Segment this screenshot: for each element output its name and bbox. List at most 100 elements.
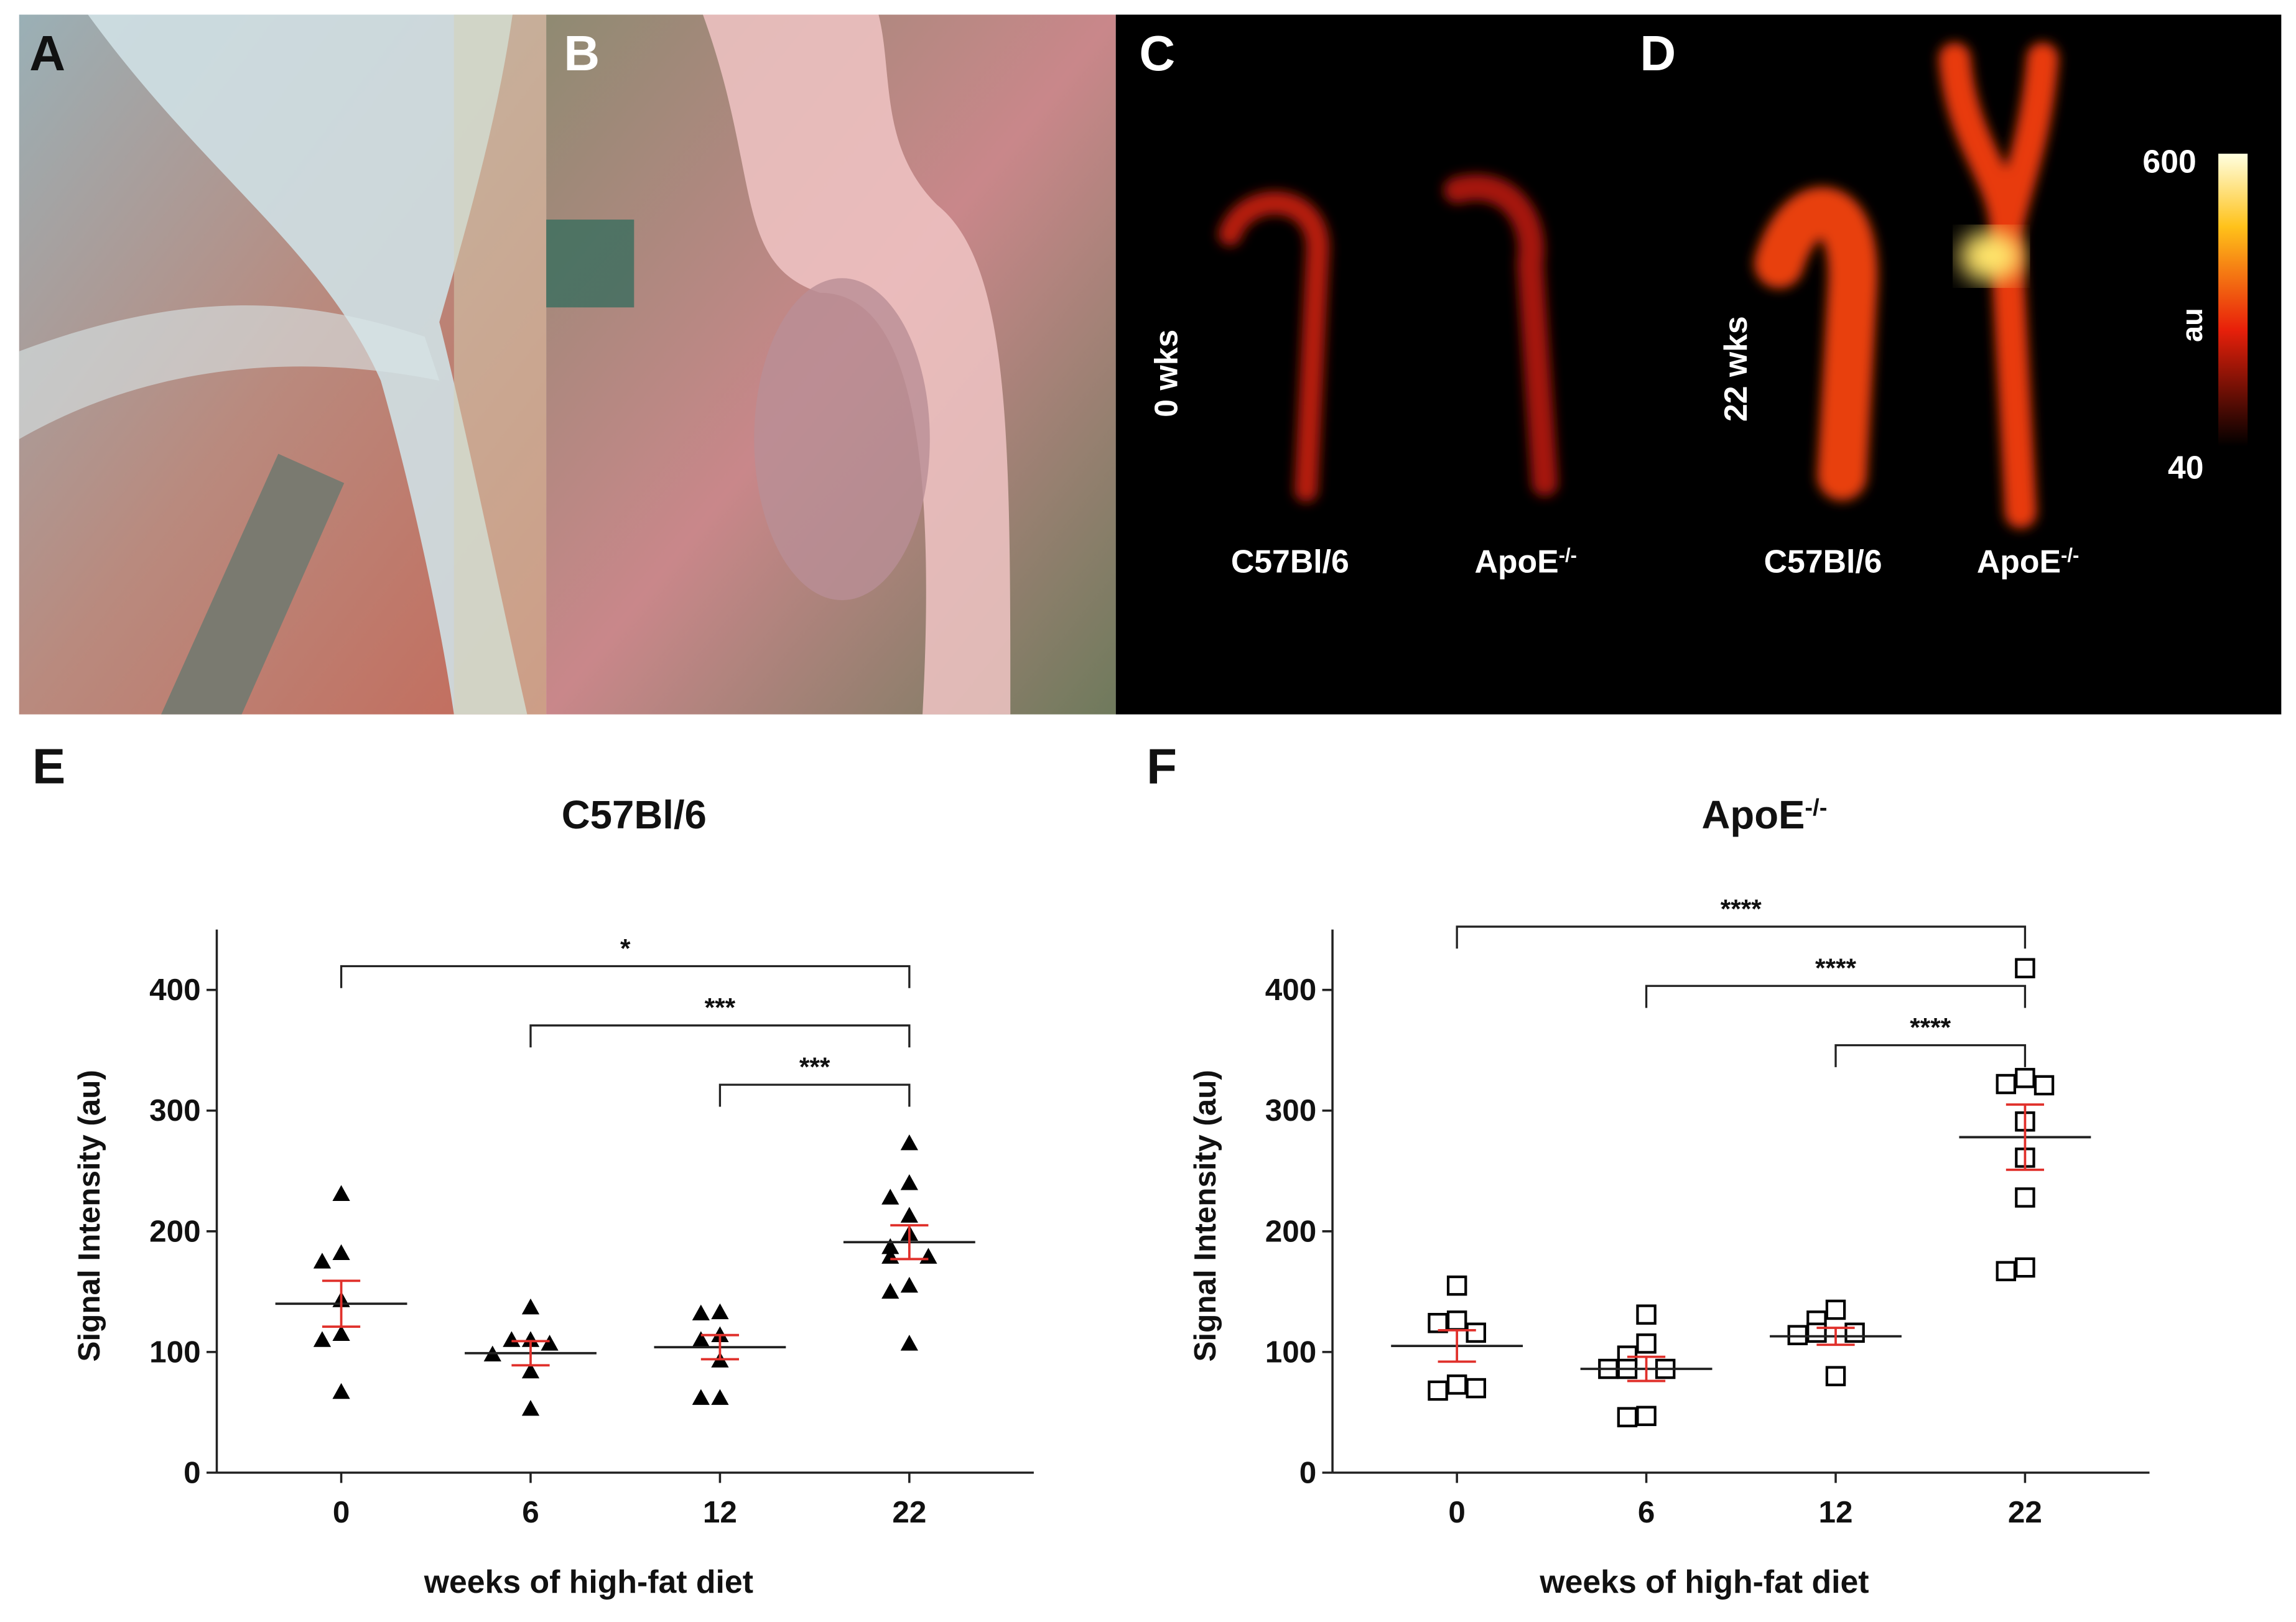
y-tick-label: 0: [184, 1455, 200, 1490]
colorbar-unit: au: [2175, 308, 2208, 342]
significance-bracket: [340, 965, 911, 988]
tissue: [546, 220, 634, 308]
vessel: [702, 14, 1011, 715]
aorta-signal: [1218, 42, 2059, 529]
data-point: [711, 1389, 729, 1405]
heart: [754, 278, 930, 601]
data-point: [692, 1331, 710, 1347]
significance-bracket: [529, 1024, 911, 1048]
y-axis-label: Signal Intensity (au): [72, 1070, 106, 1361]
x-tick-label: 0: [333, 1495, 350, 1529]
data-point: [1428, 1313, 1448, 1333]
data-point: [900, 1277, 918, 1293]
data-point: [1825, 1299, 1846, 1320]
data-point: [521, 1399, 540, 1416]
strain-label-base: C57Bl/6: [1231, 543, 1349, 579]
data-point: [900, 1134, 918, 1151]
data-point: [1446, 1374, 1467, 1395]
x-tick-label: 6: [522, 1495, 539, 1529]
strain-label-base: ApoE: [1977, 543, 2061, 579]
data-point: [332, 1185, 350, 1201]
time-label: 0 wks: [1148, 330, 1184, 417]
data-point: [881, 1189, 899, 1205]
data-point: [313, 1253, 332, 1269]
data-point: [332, 1325, 350, 1342]
data-point: [919, 1248, 937, 1264]
x-tick-label: 12: [703, 1495, 737, 1529]
significance-bracket: [1456, 925, 2027, 949]
sem-bar: [2006, 1103, 2045, 1171]
chart-title-sup: -/-: [1805, 794, 1827, 821]
data-point: [2015, 1068, 2035, 1088]
strain-label: C57Bl/6: [1764, 543, 1882, 579]
data-point: [1466, 1322, 1486, 1343]
y-tick-label: 400: [149, 973, 200, 1007]
panel-letter: F: [1146, 738, 1177, 794]
panel-letter: A: [29, 25, 65, 81]
data-point: [900, 1207, 918, 1223]
data-point: [711, 1303, 729, 1320]
data-point: [900, 1174, 918, 1190]
significance-bracket: [1645, 985, 2027, 1008]
data-point: [1446, 1310, 1467, 1331]
sem-bar: [700, 1333, 740, 1361]
data-point: [900, 1335, 918, 1351]
data-point: [521, 1298, 540, 1315]
sem-bar: [1627, 1355, 1666, 1383]
data-point: [692, 1389, 710, 1405]
colorbar-max: 600: [2142, 144, 2196, 180]
data-point: [1446, 1275, 1467, 1296]
x-tick-label: 12: [1819, 1495, 1853, 1529]
strain-label-sup: -/-: [1559, 544, 1577, 566]
y-tick-label: 300: [149, 1093, 200, 1128]
y-tick-label: 400: [1265, 973, 1316, 1007]
chart-title: C57Bl/6: [562, 793, 707, 837]
sem-bar: [1438, 1329, 1476, 1363]
significance-label: ***: [705, 993, 736, 1022]
panel-letter: C: [1139, 25, 1175, 81]
y-tick-label: 100: [1265, 1335, 1316, 1369]
sem-bar: [1816, 1327, 1855, 1346]
data-point: [2015, 1257, 2035, 1278]
data-point: [881, 1238, 899, 1254]
colorbar: [2218, 154, 2248, 447]
data-point: [1636, 1304, 1657, 1325]
strain-label: ApoE-/-: [1475, 543, 1577, 579]
data-point: [1825, 1366, 1846, 1386]
strain-label-base: C57Bl/6: [1764, 543, 1882, 579]
strain-label: C57Bl/6: [1231, 543, 1349, 579]
data-point: [332, 1383, 350, 1399]
data-point: [1787, 1325, 1808, 1345]
vessel: [88, 14, 528, 715]
x-axis-label: weeks of high-fat diet: [424, 1564, 753, 1600]
significance-label: ****: [1815, 953, 1856, 983]
y-tick-label: 0: [1299, 1455, 1316, 1490]
significance-label: *: [620, 934, 631, 963]
y-tick-label: 200: [149, 1214, 200, 1248]
fluorescence-panel: [1115, 14, 2282, 715]
strain-label-sup: -/-: [2061, 544, 2079, 566]
strain-label: ApoE-/-: [1977, 543, 2079, 579]
chart-title-base: ApoE: [1701, 793, 1805, 837]
data-point: [1617, 1407, 1638, 1427]
x-tick-label: 22: [892, 1495, 926, 1529]
significance-label: ****: [1721, 894, 1762, 924]
y-tick-label: 300: [1265, 1093, 1316, 1128]
data-point: [332, 1244, 350, 1261]
chart-title: ApoE-/-: [1701, 793, 1827, 837]
data-point: [1636, 1406, 1657, 1426]
data-point: [1636, 1333, 1657, 1354]
data-point: [1806, 1322, 1827, 1343]
x-tick-label: 0: [1448, 1495, 1465, 1529]
data-point: [1996, 1261, 2017, 1282]
x-tick-label: 22: [2008, 1495, 2042, 1529]
data-point: [521, 1331, 540, 1347]
forceps: [161, 453, 345, 715]
y-tick-label: 200: [1265, 1214, 1316, 1248]
panel-letter: E: [32, 738, 65, 794]
data-point: [521, 1362, 540, 1379]
data-point: [541, 1335, 559, 1351]
data-point: [1466, 1378, 1486, 1399]
aorta-hotspot: [1959, 229, 2024, 283]
